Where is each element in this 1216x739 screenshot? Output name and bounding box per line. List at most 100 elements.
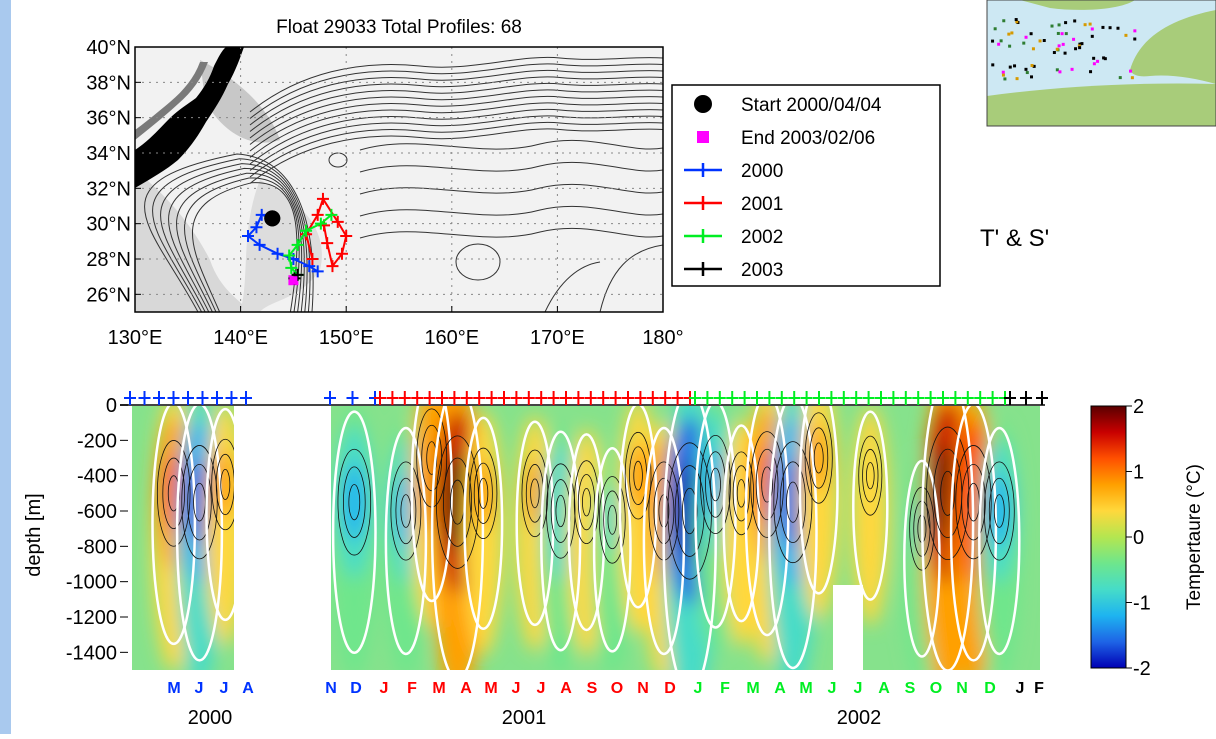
inset-dot [1024,35,1028,39]
anomaly-contour [162,457,186,530]
section-y-tick-label: -600 [77,501,117,523]
anomaly-contour [443,457,472,547]
year-label: 2002 [837,707,882,729]
zero-contour [978,426,1021,656]
profile-marker [751,391,763,405]
anomaly-center [628,442,648,510]
map-x-tick-label: 150°E [319,327,374,349]
profile-marker [937,391,949,405]
anomaly-contour [545,463,576,559]
anomaly-contour [521,449,549,538]
track-point [303,260,316,273]
inset-dot [1116,26,1120,30]
anomaly-contour [187,463,212,541]
month-label: A [460,680,472,697]
map-x-tick-label: 160°E [424,327,479,349]
legend-items: Start 2000/04/04 End 2003/02/06 2000 2001 20… [684,95,882,281]
month-label: O [611,680,623,697]
profile-marker [584,391,597,405]
map-y-tick-label: 28°N [86,249,131,271]
inset-dot [1133,37,1137,41]
colorbar-ramp [1090,405,1127,669]
profile-marker [1036,391,1048,405]
month-label: N [637,680,649,697]
zero-contour [798,405,839,595]
month-label: J [854,680,863,697]
zero-contour [921,405,975,670]
inset-dot [1133,29,1137,33]
profile-marker [411,391,424,405]
profile-marker [225,391,238,405]
inset-dot [1055,68,1059,72]
colorbar-ticks: 2 1 0 -1 -2 [1126,396,1151,680]
anomaly-contour [732,465,750,522]
anomaly-contour [473,462,493,524]
profile-marker [837,391,850,405]
inset-dot [1064,32,1068,36]
float-tracks [241,192,353,286]
anomaly-contour [728,451,754,536]
anomaly-contour [809,427,829,489]
colorbar-tick-label: -1 [1133,593,1151,615]
section-y-tick-label: -800 [77,536,117,558]
profile-marker [448,391,461,405]
inset-dot [1129,69,1133,73]
map-contour [455,243,501,281]
track-point [331,215,344,228]
legend-swatch-line [684,229,722,243]
inset-australia [1130,10,1216,84]
inset-map [986,0,1216,127]
map-y-tick-label: 36°N [86,108,131,130]
profile-marker [949,391,962,405]
track-point [306,253,319,265]
legend-item: 2003 [684,260,783,281]
legend-item: 2001 [684,194,783,215]
anomaly-contour [573,460,600,545]
anomaly-contour [582,487,591,517]
profile-marker [597,391,610,405]
map-y-tick-label: 38°N [86,72,131,94]
inset-dot [1080,42,1084,46]
map-contour [144,153,314,312]
inset-dot [1029,32,1033,36]
japan-land [135,47,244,188]
inset-dot [1108,26,1112,30]
map-y-tick-label: 26°N [86,284,131,306]
anomaly-center [577,469,596,535]
profile-marker [196,391,209,405]
inset-dot [1060,32,1064,36]
anomaly-contour [348,484,361,521]
profile-marker [240,391,252,405]
track-point [271,247,284,260]
inset-dot [1025,71,1029,75]
anomaly-contour [779,461,807,543]
profile-marker [182,391,194,405]
anomaly-contour [478,477,489,509]
inset-dot [1001,73,1005,77]
zero-contour [592,446,632,653]
zero-contour [694,405,737,629]
inset-dot [1031,47,1035,51]
anomaly-contour [773,441,813,564]
year-label: 2001 [502,707,547,729]
legend-item: 2002 [684,227,783,248]
inset-dot [1007,32,1011,36]
month-label: F [720,680,730,697]
map-contour [249,121,663,178]
zero-contour [642,426,686,656]
map-x-ticks: 130°E 140°E 150°E 160°E 170°E 180° [108,306,684,349]
profile-marker [800,391,813,405]
month-label: S [587,680,598,697]
profile-marker [813,391,825,405]
track-point [285,261,298,274]
end-marker [289,276,298,285]
inset-landmass-north [1020,0,1135,10]
profile-marker [763,391,776,405]
section-y-tick-label: 0 [106,395,117,417]
inset-float-dots [991,18,1137,81]
profile-marker [560,391,572,405]
anomaly-contour [858,435,883,516]
legend-swatch-line [684,262,722,276]
anomaly-contour [804,412,833,504]
profile-marker [386,391,399,405]
